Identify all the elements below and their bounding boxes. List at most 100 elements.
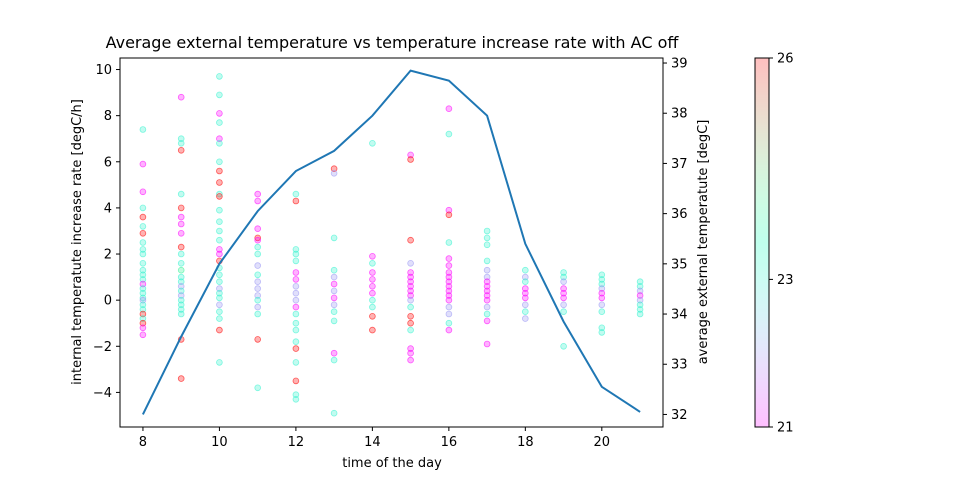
scatter-point [483,303,491,311]
scatter-point [139,324,147,332]
scatter-point [216,227,223,235]
scatter-point [407,312,414,320]
scatter-point [330,294,338,302]
scatter-point [139,280,147,288]
colorbar-tick-label: 26 [777,52,794,67]
scatter-point [369,252,376,260]
scatter-point [139,259,147,267]
y-axis-left: −4 −2 0 2 4 6 8 10 [93,63,120,401]
scatter-point [369,259,376,267]
x-tick-label: 10 [211,435,228,450]
scatter-point [521,301,529,309]
scatter-point [177,310,185,318]
scatter-point [139,301,147,309]
scatter-point [177,213,185,221]
scatter-point [636,301,644,309]
external-temperature-line [142,69,641,415]
scatter-point [216,135,223,143]
scatter-point [636,282,644,290]
scatter-point [139,160,147,168]
scatter-point [216,140,223,147]
scatter-point [292,276,300,283]
scatter-point [521,308,529,316]
scatter-point [445,255,453,262]
scatter-point [139,126,147,133]
scatter-point [216,158,223,166]
scatter-point [483,317,491,325]
scatter-point [598,276,606,283]
scatter-point [483,234,491,242]
scatter-point [483,241,491,249]
scatter-point [254,336,262,343]
scatter-point [292,250,300,258]
scatter-point [369,140,376,147]
scatter-point [521,294,529,302]
scatter-point [445,287,453,295]
scatter-point [483,292,491,299]
scatter-point [216,271,223,279]
scatter-point [216,250,223,258]
scatter-point [407,259,414,267]
scatter-point [521,273,529,281]
scatter-point [521,285,529,292]
scatter-point [216,193,223,200]
scatter-point [139,204,147,212]
scatter-point [445,105,453,112]
scatter-point [177,147,185,154]
scatter-point [177,135,185,143]
y2-tick-label: 35 [671,257,688,272]
scatter-point [292,310,300,318]
scatter-point [560,289,567,297]
scatter-point [407,282,414,290]
scatter-point [254,262,262,269]
scatter-point [483,227,491,235]
scatter-point [216,73,223,80]
scatter-point [216,315,223,322]
scatter-point [139,246,147,253]
scatter-point [330,349,338,357]
scatter-point [330,266,338,274]
scatter-point [139,285,147,292]
scatter-point [216,110,223,117]
x-axis-label: time of the day [342,456,442,471]
chart-title: Average external temperature vs temperat… [106,33,680,52]
scatter-point [636,292,644,299]
scatter-point [483,266,491,274]
y-tick-label: 10 [95,63,112,78]
scatter-point [636,296,644,304]
scatter-point [636,310,644,318]
scatter-point [177,140,185,147]
y2-tick-label: 38 [671,107,688,122]
scatter-point [445,130,453,138]
scatter-point [177,204,185,212]
scatter-point [560,278,567,286]
scatter-point [560,308,567,316]
scatter-point [254,243,262,251]
scatter-point [560,294,567,302]
scatter-point [369,276,376,283]
scatter-point [216,179,223,186]
scatter-point [292,282,300,290]
scatter-point [177,259,185,267]
scatter-point [407,303,414,311]
y2-tick-label: 33 [671,358,688,373]
plot-frame [119,57,664,428]
colorbar-tick-label: 21 [777,421,794,436]
scatter-point [407,349,414,357]
scatter-point [177,296,185,304]
scatter-point [330,356,338,364]
scatter-point [407,326,414,334]
scatter-point [369,269,376,276]
scatter-point [139,319,147,327]
y2-tick-label: 39 [671,57,688,72]
scatter-point [598,329,606,336]
scatter-point [139,188,147,196]
scatter-point [177,190,185,198]
scatter-point [330,165,338,173]
y-tick-label: 6 [104,155,112,170]
scatter-point [139,276,147,283]
scatter-point [598,301,606,309]
scatter-point [445,292,453,299]
scatter-point [216,289,223,297]
scatter-point [407,287,414,295]
